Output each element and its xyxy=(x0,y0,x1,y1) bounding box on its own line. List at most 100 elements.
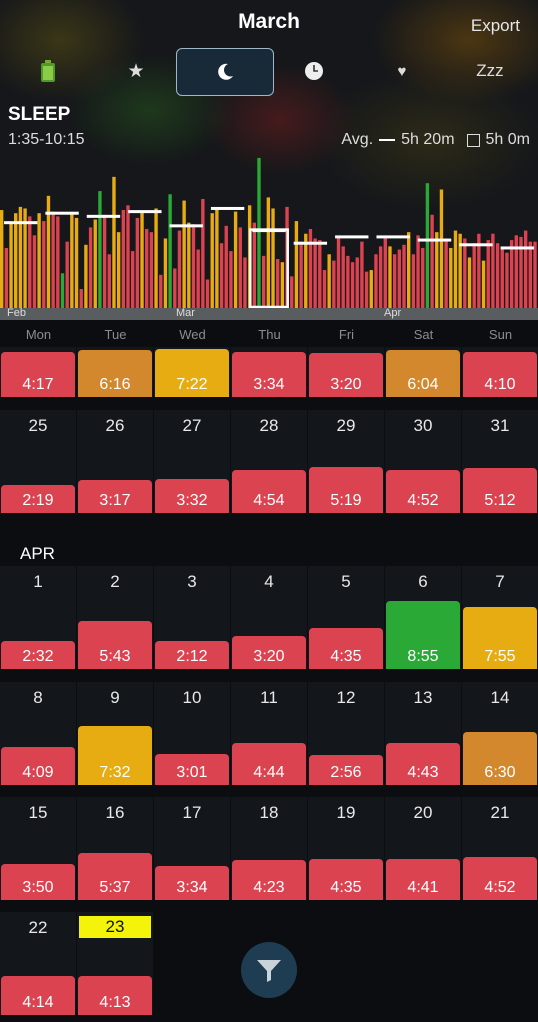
chart-bar xyxy=(88,227,93,308)
chart-bar xyxy=(271,208,275,308)
calendar-day-cell[interactable]: 14 6:30 xyxy=(462,682,538,785)
calendar-day-cell[interactable]: 11 4:44 xyxy=(231,682,307,785)
chart-bar xyxy=(159,274,163,308)
calendar-day-cell[interactable]: 18 4:23 xyxy=(231,797,307,900)
sleep-duration-bar: 4:10 xyxy=(463,352,537,397)
calendar-day-cell[interactable]: 17 3:34 xyxy=(154,797,230,900)
day-number: 18 xyxy=(259,803,279,822)
calendar-day-cell[interactable]: 29 5:19 xyxy=(308,410,384,513)
calendar-day-cell[interactable]: 6:16 xyxy=(77,347,153,397)
chart-bar xyxy=(313,238,317,308)
tab-heart[interactable]: ♥ xyxy=(354,48,450,94)
calendar-day-cell[interactable]: 31 5:12 xyxy=(462,410,538,513)
metric-range: 1:35-10:15 xyxy=(8,131,85,148)
calendar-day-cell[interactable]: 2 5:43 xyxy=(77,566,153,669)
selected-week-frame[interactable] xyxy=(249,228,289,308)
calendar-day-cell[interactable]: 26 3:17 xyxy=(77,410,153,513)
tab-star[interactable]: ★ xyxy=(88,48,184,94)
day-number: 9 xyxy=(110,688,120,707)
sleep-duration-bar: 6:04 xyxy=(386,350,460,397)
chart-bar xyxy=(350,262,355,308)
tab-battery[interactable] xyxy=(0,48,96,94)
calendar-day-cell[interactable]: 7 7:55 xyxy=(462,566,538,669)
sleep-duration-bar: 2:12 xyxy=(155,641,229,669)
calendar-day-cell[interactable]: 4:10 xyxy=(462,347,538,397)
calendar-day-cell[interactable]: 27 3:32 xyxy=(154,410,230,513)
calendar-day-cell[interactable]: 28 4:54 xyxy=(231,410,307,513)
chart-bar xyxy=(201,198,205,308)
chart-bar xyxy=(60,273,65,308)
chart-bar xyxy=(233,211,238,308)
calendar-day-cell[interactable]: 6:04 xyxy=(385,347,461,397)
weekly-average-line xyxy=(500,246,534,250)
filter-button[interactable] xyxy=(241,942,297,998)
weekly-average-line xyxy=(45,211,79,215)
sleep-duration-bar: 4:17 xyxy=(1,352,75,397)
chart-bar xyxy=(416,235,420,308)
sleep-duration-bar: 3:34 xyxy=(155,866,229,900)
calendar-day-cell[interactable]: 3:20 xyxy=(308,347,384,397)
calendar-day-cell[interactable]: 6 8:55 xyxy=(385,566,461,669)
metric-title: SLEEP xyxy=(8,104,71,125)
calendar-day-cell[interactable]: 19 4:35 xyxy=(308,797,384,900)
sleep-history-chart[interactable] xyxy=(0,150,538,308)
tab-zzz[interactable]: Zzz xyxy=(442,48,538,94)
weekday-header: Mon Tue Wed Thu Fri Sat Sun xyxy=(0,322,538,344)
sleep-duration-bar: 3:20 xyxy=(309,353,383,397)
goal-checkbox-icon[interactable] xyxy=(466,133,480,147)
tab-sleep[interactable] xyxy=(176,48,274,96)
chart-bar xyxy=(107,254,111,308)
chart-bar xyxy=(23,208,27,308)
calendar-day-cell[interactable]: 5 4:35 xyxy=(308,566,384,669)
calendar-day-cell[interactable]: 9 7:32 xyxy=(77,682,153,785)
calendar-day-cell[interactable]: 15 3:50 xyxy=(0,797,76,900)
calendar-day-cell[interactable]: 23 4:13 xyxy=(77,912,153,1015)
calendar-day-cell[interactable]: 8 4:09 xyxy=(0,682,76,785)
chart-bar xyxy=(407,232,411,308)
day-number: 19 xyxy=(336,803,356,822)
calendar-day-cell[interactable]: 13 4:43 xyxy=(385,682,461,785)
calendar-day-cell[interactable]: 21 4:52 xyxy=(462,797,538,900)
day-number: 15 xyxy=(28,803,48,822)
sleep-duration-bar: 7:32 xyxy=(78,726,152,785)
moon-icon xyxy=(218,63,233,80)
tab-clock[interactable] xyxy=(266,48,362,94)
chart-bar xyxy=(294,221,299,308)
chart-bar xyxy=(290,276,294,308)
weekly-average-line xyxy=(459,243,493,247)
calendar-day-cell[interactable]: 16 5:37 xyxy=(77,797,153,900)
calendar-day-cell[interactable]: 20 4:41 xyxy=(385,797,461,900)
calendar-day-cell[interactable]: 25 2:19 xyxy=(0,410,76,513)
chart-bar xyxy=(533,241,537,308)
calendar-day-cell[interactable]: 4 3:20 xyxy=(231,566,307,669)
sleep-duration-bar: 6:16 xyxy=(78,350,152,397)
day-number: 30 xyxy=(413,416,433,435)
sleep-duration-bar: 3:01 xyxy=(155,754,229,785)
sleep-duration-bar: 4:14 xyxy=(1,976,75,1015)
calendar-day-cell[interactable]: 12 2:56 xyxy=(308,682,384,785)
sleep-duration-bar: 5:19 xyxy=(309,467,383,513)
calendar-day-cell[interactable]: 3:34 xyxy=(231,347,307,397)
chart-bar xyxy=(378,246,383,308)
chart-bar xyxy=(130,251,135,308)
calendar-day-cell[interactable]: 22 4:14 xyxy=(0,912,76,1015)
day-number: 8 xyxy=(33,688,43,707)
sleep-duration-bar: 6:30 xyxy=(463,732,537,785)
day-number: 26 xyxy=(105,416,125,435)
calendar-day-cell[interactable]: 1 2:32 xyxy=(0,566,76,669)
sleep-duration-bar: 5:12 xyxy=(463,468,537,513)
calendar-day-cell[interactable]: 3 2:12 xyxy=(154,566,230,669)
export-button[interactable]: Export xyxy=(470,16,520,35)
goal-value: 5h 0m xyxy=(485,131,530,148)
chart-bar xyxy=(229,251,233,308)
chart-bar xyxy=(463,238,467,308)
calendar-day-cell[interactable]: 4:17 xyxy=(0,347,76,397)
weekly-average-line xyxy=(376,235,410,239)
calendar-day-cell[interactable]: 30 4:52 xyxy=(385,410,461,513)
calendar-day-cell[interactable]: 10 3:01 xyxy=(154,682,230,785)
sleep-duration-bar: 2:56 xyxy=(309,755,383,785)
chart-bar xyxy=(238,227,242,308)
calendar-day-cell[interactable]: 7:22 xyxy=(154,347,230,397)
sleep-duration-bar: 3:34 xyxy=(232,352,306,397)
chart-bar xyxy=(392,254,397,308)
